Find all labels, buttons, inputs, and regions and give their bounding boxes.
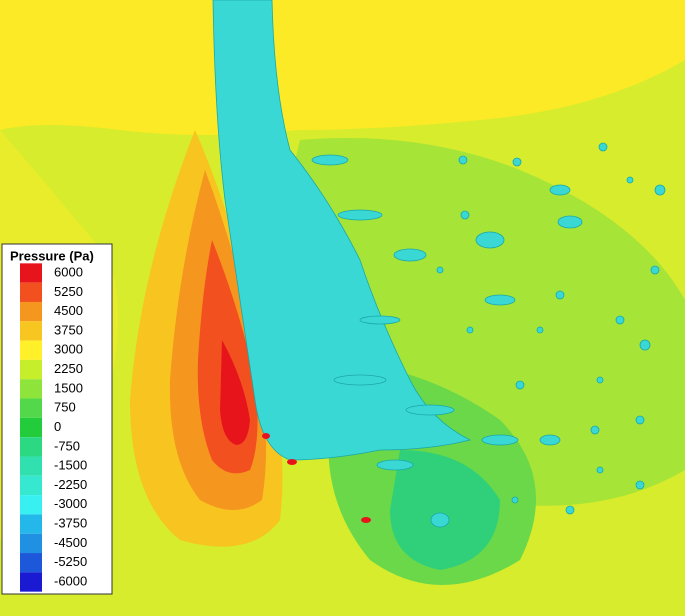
- legend-swatch: [20, 475, 42, 496]
- legend-swatch: [20, 398, 42, 418]
- vortex-blob: [337, 209, 383, 221]
- field-band: [390, 450, 500, 570]
- legend-label: 2250: [54, 361, 83, 376]
- vortex-blob: [536, 326, 544, 334]
- legend-label: 3750: [54, 322, 83, 337]
- vortex-blob: [466, 326, 474, 334]
- field-band: [220, 340, 250, 445]
- vortex-blob: [430, 512, 450, 528]
- vortex-blob: [635, 415, 645, 425]
- vortex-blob: [626, 176, 634, 184]
- legend-swatch: [20, 359, 42, 380]
- vortex-blob: [539, 434, 561, 446]
- vortex-blob: [590, 425, 600, 435]
- legend-label: -1500: [54, 458, 87, 473]
- vortex-blob: [484, 294, 516, 306]
- vortex-blob: [511, 496, 519, 504]
- vortex-blob: [512, 157, 522, 167]
- vortex-structures: [212, 0, 666, 528]
- legend-swatch: [20, 533, 42, 554]
- vortex-blob: [615, 315, 625, 325]
- legend-swatch: [20, 263, 42, 283]
- vortex-blob: [557, 215, 583, 229]
- vortex-blob: [596, 466, 604, 474]
- vortex-blob: [596, 376, 604, 384]
- legend-label: -2250: [54, 477, 87, 492]
- legend: Pressure (Pa) 6000 5250 4500 3750 3000 2250 15…: [1, 243, 113, 595]
- legend-swatch: [20, 379, 42, 399]
- legend-label: 3000: [54, 342, 83, 357]
- vortex-blob: [481, 434, 519, 446]
- pressure-peak: [361, 517, 371, 523]
- legend-label: 750: [54, 400, 76, 415]
- vortex-blob: [565, 505, 575, 515]
- legend-label: 0: [54, 419, 61, 434]
- pressure-peaks: [262, 433, 371, 523]
- legend-label: -5250: [54, 554, 87, 569]
- jet-column: [212, 0, 472, 461]
- legend-label: -6000: [54, 573, 87, 588]
- vortex-blob: [650, 265, 660, 275]
- legend-label: -4500: [54, 535, 87, 550]
- legend-swatch: [20, 321, 42, 341]
- legend-swatch: [20, 340, 42, 360]
- pressure-peak: [287, 459, 297, 465]
- legend-label: 6000: [54, 264, 83, 279]
- legend-label: 5250: [54, 284, 83, 299]
- legend-swatch: [20, 572, 42, 592]
- vortex-blob: [654, 184, 666, 196]
- vortex-blob: [555, 290, 565, 300]
- vortex-blob: [393, 248, 427, 262]
- vortex-blob: [475, 231, 505, 249]
- vortex-blob: [458, 155, 468, 165]
- legend-swatch: [20, 417, 42, 438]
- pressure-peak: [262, 433, 270, 439]
- legend-title: Pressure (Pa): [10, 248, 94, 263]
- vortex-blob: [515, 380, 525, 390]
- vortex-blob: [405, 404, 455, 416]
- vortex-blob: [311, 154, 349, 166]
- legend-swatch: [20, 282, 42, 302]
- vortex-blob: [333, 374, 387, 386]
- legend-label: -750: [54, 438, 80, 453]
- vortex-blob: [460, 210, 470, 220]
- vortex-blob: [598, 142, 608, 152]
- legend-swatch: [20, 495, 42, 515]
- vortex-blob: [359, 315, 401, 325]
- legend-label: 4500: [54, 303, 83, 318]
- vortex-blob: [635, 480, 645, 490]
- legend-swatch: [20, 553, 42, 573]
- vortex-blob: [549, 184, 571, 196]
- legend-swatch: [20, 456, 42, 476]
- vortex-blob: [376, 459, 414, 471]
- vortex-blob: [436, 266, 444, 274]
- legend-label: 1500: [54, 380, 83, 395]
- legend-label: -3000: [54, 496, 87, 511]
- legend-swatch: [20, 301, 42, 322]
- field-band: [0, 0, 685, 135]
- vortex-blob: [639, 339, 651, 351]
- legend-swatch: [20, 514, 42, 534]
- legend-swatch: [20, 437, 42, 457]
- legend-label: -3750: [54, 516, 87, 531]
